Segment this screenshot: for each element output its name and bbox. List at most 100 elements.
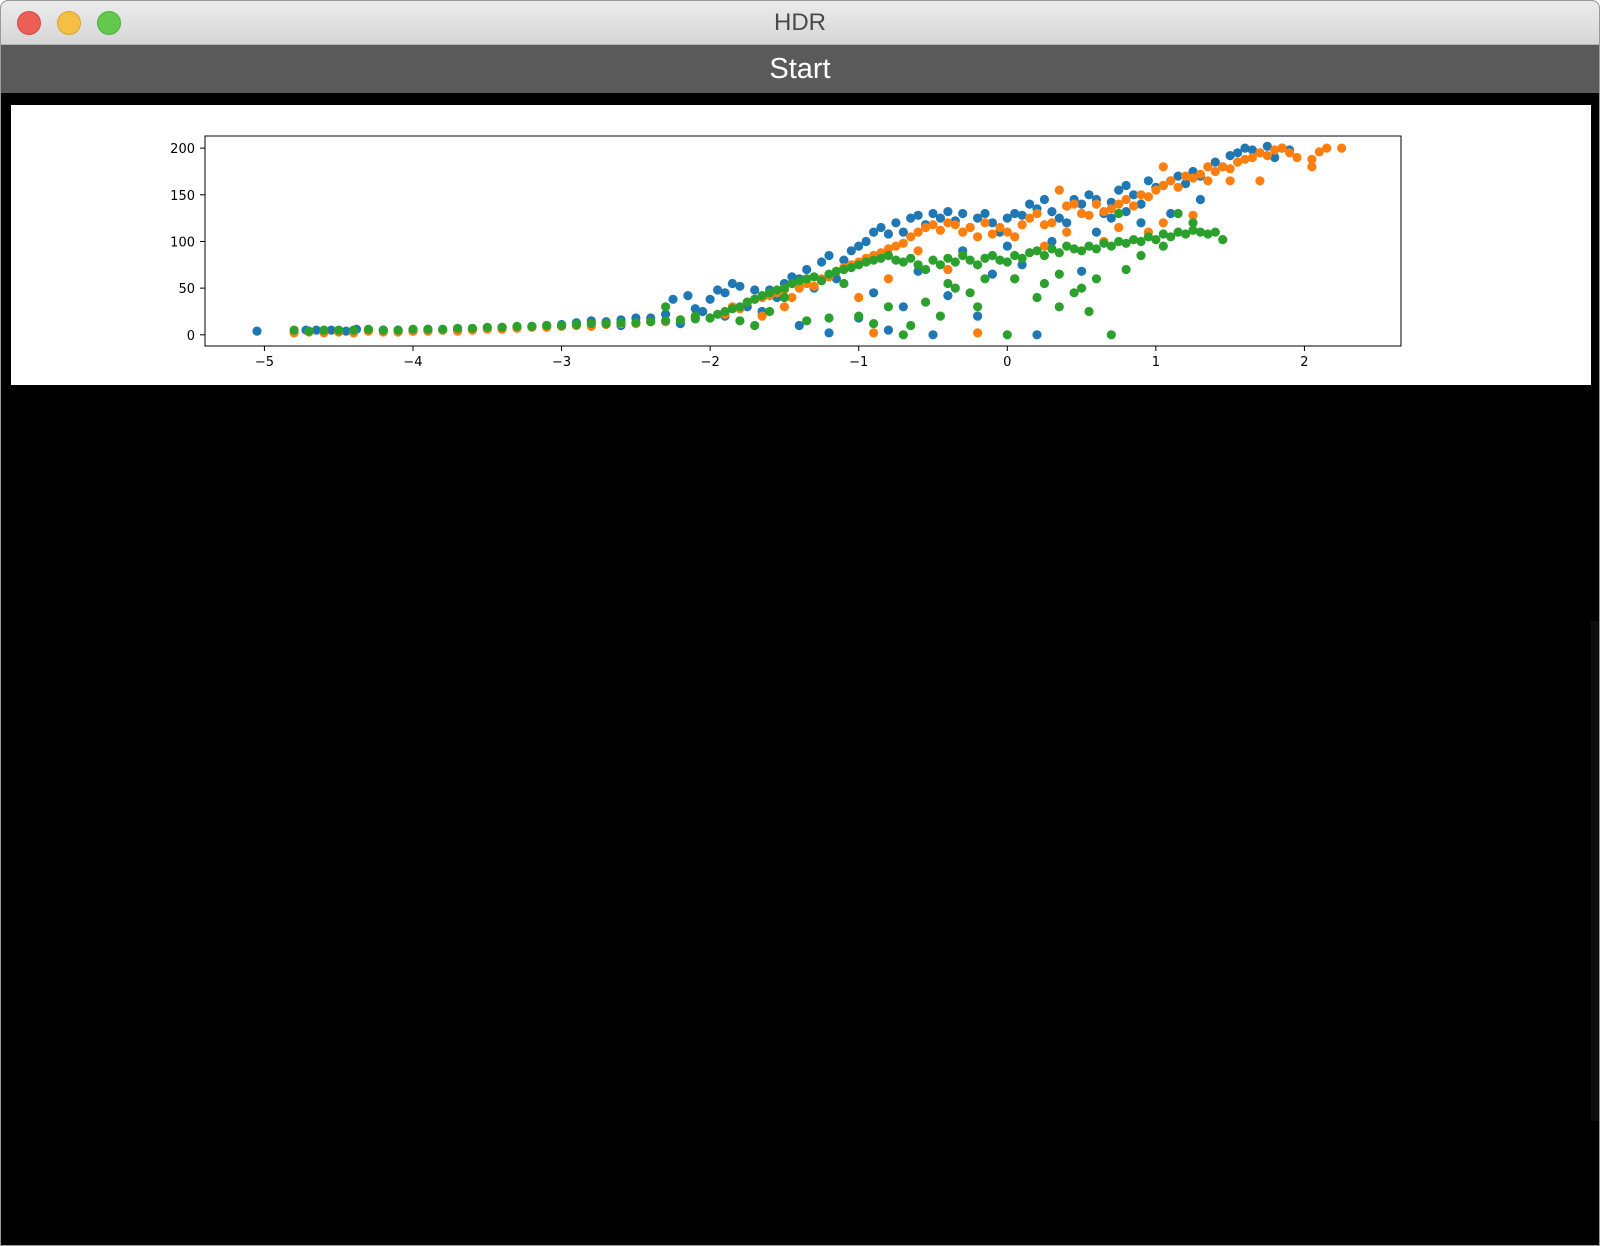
series-3-point	[675, 315, 686, 325]
series-1-point	[973, 311, 983, 321]
series-2-point	[1143, 192, 1153, 202]
series-3-point	[935, 260, 946, 270]
window-title: HDR	[774, 9, 826, 36]
series-1-point	[311, 325, 321, 335]
series-2-point	[1314, 147, 1324, 157]
series-1-point	[1121, 180, 1131, 191]
series-3-point	[765, 288, 775, 298]
title-bar[interactable]: HDR	[1, 1, 1599, 45]
series-2-point	[1114, 222, 1124, 233]
series-3-point	[883, 250, 894, 261]
series-2-point	[779, 302, 790, 312]
series-3-point	[631, 318, 641, 328]
series-3-point	[839, 264, 849, 275]
series-3-point	[935, 311, 946, 321]
series-2-point	[1047, 218, 1057, 228]
series-3-point	[1077, 246, 1087, 256]
x-tick-label: 1	[1152, 355, 1160, 370]
series-3-point	[802, 316, 812, 326]
series-3-point	[980, 253, 990, 263]
series-1-point	[1166, 208, 1176, 219]
series-1-point	[1247, 145, 1257, 155]
series-1-point	[913, 266, 923, 276]
series-2-point	[1203, 176, 1213, 186]
series-3-point	[906, 320, 916, 331]
series-3-point	[802, 274, 812, 284]
series-2-point	[1277, 143, 1287, 153]
series-3-point	[1158, 229, 1168, 239]
series-2-point	[1337, 143, 1347, 153]
series-1-point	[1173, 171, 1183, 181]
series-2-point	[1106, 204, 1116, 214]
minimize-window-button[interactable]	[57, 11, 81, 35]
series-3-point	[817, 276, 827, 286]
window-edge	[1591, 621, 1599, 1121]
series-3-point	[854, 311, 864, 321]
series-3-point	[586, 319, 596, 329]
series-3-point	[304, 326, 314, 336]
y-tick-label: 200	[170, 142, 195, 157]
series-1-point	[794, 320, 804, 331]
series-3-point	[787, 278, 797, 289]
series-3-point	[646, 317, 656, 327]
series-3-point	[1032, 292, 1042, 303]
series-2-point	[1151, 185, 1161, 195]
series-1-point	[928, 330, 938, 340]
series-3-point	[913, 260, 923, 270]
series-2-point	[1225, 176, 1235, 186]
series-1-point	[1002, 241, 1012, 251]
series-3-point	[772, 285, 782, 295]
series-2-point	[1039, 241, 1049, 251]
series-2-point	[1307, 162, 1317, 172]
series-3-point	[950, 283, 960, 293]
series-3-point	[1084, 241, 1094, 251]
series-3-point	[987, 250, 998, 261]
series-2-point	[1270, 145, 1280, 155]
series-3-point	[705, 313, 715, 323]
series-1-point	[1106, 213, 1116, 223]
series-2-point	[958, 227, 968, 237]
series-2-point	[1032, 208, 1042, 219]
series-3-point	[1084, 306, 1094, 317]
close-window-button[interactable]	[17, 11, 41, 35]
series-2-point	[757, 311, 767, 321]
zoom-window-button[interactable]	[97, 11, 121, 35]
series-1-point	[1225, 151, 1235, 161]
series-3-point	[891, 255, 901, 265]
series-1-point	[1054, 213, 1064, 223]
series-1-point	[1010, 208, 1020, 219]
series-2-point	[1240, 154, 1250, 164]
series-1-point	[1077, 266, 1087, 276]
series-3-point	[557, 320, 567, 331]
series-3-point	[898, 257, 908, 267]
series-1-point	[898, 227, 908, 237]
scatter-plot-panel: −5 −4 −3 −2 −1 0 1 2 0 50 100 150 200	[11, 105, 1591, 385]
series-1-point	[928, 208, 938, 219]
x-tick-label: 0	[1003, 355, 1011, 370]
series-3-point	[921, 264, 931, 275]
series-1-point	[831, 274, 842, 284]
series-1-point	[846, 246, 856, 256]
series-2-point	[1010, 232, 1020, 242]
series-2-point	[1039, 220, 1049, 230]
series-3-point	[794, 276, 804, 286]
series-2-point	[1195, 169, 1205, 179]
series-3-point	[1158, 241, 1168, 251]
series-3-point	[727, 304, 738, 314]
series-1-point	[973, 213, 983, 223]
start-button[interactable]: Start	[1, 45, 1599, 93]
series-2-point	[1181, 171, 1191, 181]
series-3-point	[423, 324, 433, 334]
series-3-point	[779, 292, 790, 303]
series-3-point	[950, 257, 960, 267]
series-3-point	[943, 253, 953, 263]
series-1-point	[698, 306, 708, 317]
series-2-point	[794, 283, 804, 293]
series-1-point	[735, 281, 745, 291]
series-3-point	[1091, 244, 1101, 254]
series-3-point	[1114, 236, 1124, 247]
series-1-point	[943, 291, 953, 301]
series-2-point	[921, 222, 931, 233]
series-3-point	[571, 319, 582, 330]
series-3-point	[1195, 227, 1205, 237]
